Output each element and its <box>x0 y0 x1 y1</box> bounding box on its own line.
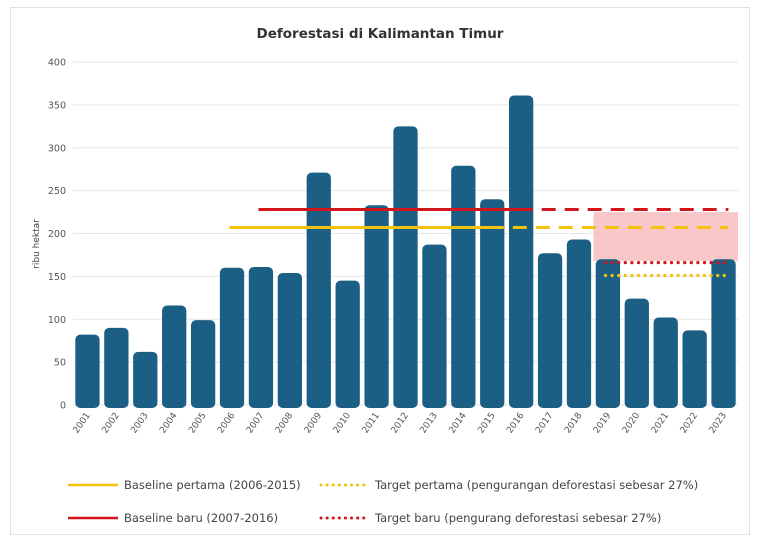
legend-item-target-pertama: Target pertama (pengurangan deforestasi … <box>319 478 698 492</box>
bar-2008 <box>277 272 302 408</box>
bar-2018 <box>566 239 592 408</box>
bar-2020 <box>624 298 649 408</box>
legend-swatch-baseline-pertama <box>68 483 118 487</box>
reference-lines <box>229 207 731 278</box>
bar-2010 <box>335 280 360 408</box>
bars <box>75 95 736 408</box>
x-tick-label: 2011 <box>361 411 382 435</box>
y-tick-label: 350 <box>48 100 66 111</box>
x-tick-label: 2006 <box>216 411 237 436</box>
bar-2017 <box>537 253 563 408</box>
bar-2007 <box>248 266 274 408</box>
target-band-rect <box>593 212 738 261</box>
target-band <box>593 212 738 261</box>
bar-2011 <box>364 205 389 408</box>
x-tick-label: 2022 <box>679 411 700 435</box>
x-tick-label: 2017 <box>534 411 555 435</box>
y-tick-label: 50 <box>54 358 66 369</box>
bar-2015 <box>480 199 505 408</box>
legend-swatch-baseline-baru <box>68 516 118 520</box>
chart-title: Deforestasi di Kalimantan Timur <box>257 26 504 42</box>
x-tick-label: 2012 <box>390 411 411 435</box>
y-tick-label: 400 <box>48 58 66 69</box>
x-tick-label: 2005 <box>187 411 208 435</box>
y-tick-label: 250 <box>48 186 66 197</box>
chart-frame: Deforestasi di Kalimantan Timur ribu hek… <box>10 7 750 535</box>
bar-2001 <box>75 334 100 408</box>
legend-label: Target pertama (pengurangan deforestasi … <box>375 478 699 492</box>
x-axis-ticks: 2001 2002 2003 2004 2005 2006 2007 2008 2009 2010… <box>72 411 729 436</box>
x-tick-label: 2019 <box>592 411 613 436</box>
legend-swatch-target-pertama <box>319 483 369 487</box>
x-tick-label: 2020 <box>621 411 642 436</box>
bar-2005 <box>190 320 216 408</box>
x-tick-label: 2014 <box>447 411 468 436</box>
bar-2019 <box>595 259 621 408</box>
y-axis-label: ribu hektar <box>32 219 42 269</box>
x-tick-label: 2008 <box>274 411 295 436</box>
bar-2021 <box>653 317 678 408</box>
y-tick-label: 300 <box>48 143 66 154</box>
x-tick-label: 2018 <box>563 411 584 436</box>
legend-label: Target baru (pengurang deforestasi sebes… <box>375 511 662 525</box>
y-tick-label: 100 <box>48 315 66 326</box>
bar-2004 <box>162 305 187 408</box>
x-tick-label: 2009 <box>303 411 324 436</box>
bar-2022 <box>682 330 707 408</box>
x-tick-label: 2015 <box>476 411 497 435</box>
legend-item-baseline-pertama: Baseline pertama (2006-2015) <box>68 478 301 492</box>
legend-label: Baseline baru (2007-2016) <box>124 511 279 525</box>
x-tick-label: 2010 <box>332 411 353 436</box>
bar-2012 <box>393 126 418 408</box>
bar-2006 <box>219 267 245 408</box>
bar-2016 <box>509 95 534 408</box>
bar-2023 <box>711 259 736 408</box>
x-tick-label: 2023 <box>708 411 729 435</box>
legend-swatch-target-baru <box>319 516 369 520</box>
y-tick-label: 0 <box>60 401 66 412</box>
legend-item-baseline-baru: Baseline baru (2007-2016) <box>68 511 278 525</box>
x-tick-label: 2013 <box>419 411 440 435</box>
bar-2009 <box>306 172 331 408</box>
legend-item-target-baru: Target baru (pengurang deforestasi sebes… <box>319 511 661 525</box>
bar-chart: Deforestasi di Kalimantan Timur ribu hek… <box>32 26 738 436</box>
bar-2002 <box>104 327 129 408</box>
bar-2013 <box>422 244 447 408</box>
x-tick-label: 2007 <box>245 411 266 435</box>
x-tick-label: 2021 <box>650 411 671 435</box>
x-tick-label: 2002 <box>100 411 121 435</box>
bar-2014 <box>451 165 476 408</box>
x-tick-label: 2003 <box>129 411 150 435</box>
y-tick-label: 150 <box>48 272 66 283</box>
bar-2003 <box>133 351 158 408</box>
x-tick-label: 2016 <box>505 411 526 436</box>
y-axis-ticks: 0 50 100 150 200 250 300 350 400 <box>48 58 66 412</box>
legend-label: Baseline pertama (2006-2015) <box>124 478 301 492</box>
y-tick-label: 200 <box>48 229 66 240</box>
x-tick-label: 2001 <box>72 411 93 435</box>
x-tick-label: 2004 <box>158 411 179 436</box>
